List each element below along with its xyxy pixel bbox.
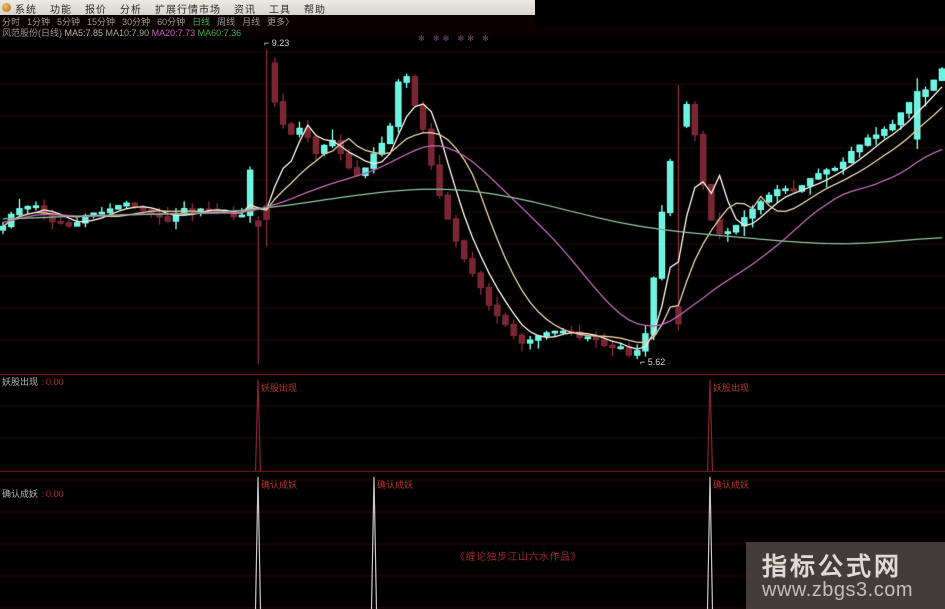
svg-text:确认成妖: 确认成妖: [713, 479, 749, 490]
svg-text:确认成妖: 确认成妖: [377, 479, 413, 490]
svg-text:确认成妖: 确认成妖: [261, 479, 297, 490]
svg-text:妖股出现: 妖股出现: [713, 382, 749, 393]
svg-text:妖股出现: 妖股出现: [261, 382, 297, 393]
